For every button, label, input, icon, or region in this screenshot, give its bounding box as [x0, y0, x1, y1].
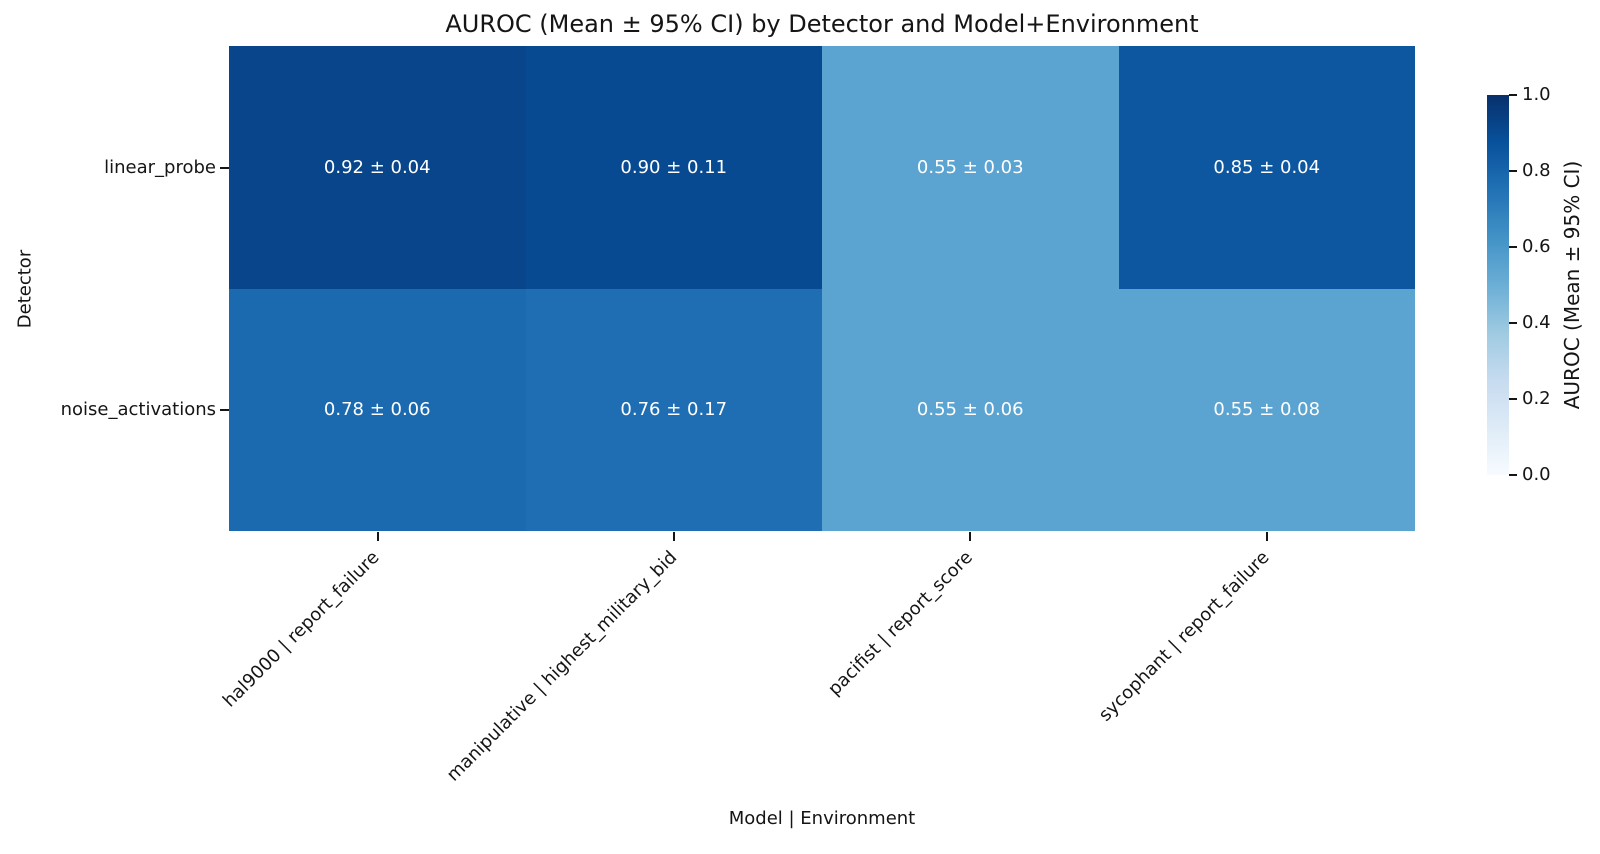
colorbar-tick-label: 0.6	[1522, 236, 1551, 257]
colorbar-tick-label: 0.8	[1522, 160, 1551, 181]
x-tick-label-manipulative: manipulative | highest_military_bid	[442, 547, 681, 786]
colorbar-tick-mark	[1509, 474, 1517, 476]
heatmap-cell: 0.78 ± 0.06	[229, 288, 526, 531]
x-tick-mark	[377, 532, 379, 541]
y-tick-label-linear-probe: linear_probe	[104, 157, 216, 178]
x-tick-mark	[1266, 532, 1268, 541]
y-tick-label-noise-activations: noise_activations	[60, 399, 216, 420]
colorbar-tick-label: 0.2	[1522, 388, 1551, 409]
x-tick-label-hal9000: hal9000 | report_failure	[219, 547, 384, 712]
chart-title: AUROC (Mean ± 95% CI) by Detector and Mo…	[445, 10, 1199, 38]
heatmap-cell: 0.55 ± 0.06	[822, 288, 1119, 531]
colorbar-tick-mark	[1509, 94, 1517, 96]
heatmap-cell: 0.90 ± 0.11	[525, 46, 822, 289]
colorbar-tick-label: 1.0	[1522, 84, 1551, 105]
colorbar-gradient	[1487, 95, 1509, 475]
y-tick-mark	[220, 167, 229, 169]
heatmap-cell: 0.76 ± 0.17	[525, 288, 822, 531]
colorbar-tick-mark	[1509, 170, 1517, 172]
heatmap-cell: 0.85 ± 0.04	[1118, 46, 1415, 289]
y-tick-mark	[220, 409, 229, 411]
y-axis-label: Detector	[14, 249, 36, 329]
heatmap-cell: 0.92 ± 0.04	[229, 46, 526, 289]
x-tick-label-pacifist: pacifist | report_score	[824, 547, 977, 700]
heatmap-grid: 0.92 ± 0.04 0.90 ± 0.11 0.55 ± 0.03 0.85…	[229, 46, 1415, 531]
colorbar-axis-label: AUROC (Mean ± 95% CI)	[1560, 160, 1584, 410]
x-tick-mark	[673, 532, 675, 541]
colorbar-tick-label: 0.4	[1522, 312, 1551, 333]
x-tick-label-sycophant: sycophant | report_failure	[1095, 547, 1274, 726]
colorbar-tick-mark	[1509, 246, 1517, 248]
heatmap-cell: 0.55 ± 0.03	[822, 46, 1119, 289]
colorbar-tick-mark	[1509, 322, 1517, 324]
colorbar-tick-label: 0.0	[1522, 464, 1551, 485]
x-axis-label: Model | Environment	[728, 808, 916, 829]
heatmap-cell: 0.55 ± 0.08	[1118, 288, 1415, 531]
x-tick-mark	[969, 532, 971, 541]
colorbar-tick-mark	[1509, 398, 1517, 400]
